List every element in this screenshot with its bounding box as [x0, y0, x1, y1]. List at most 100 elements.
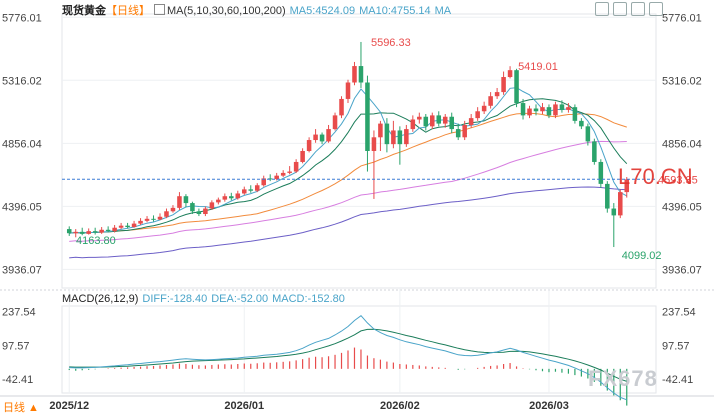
y-tick-label-right: 4856.04 [662, 138, 702, 150]
candle-body [391, 130, 396, 145]
candle-body [514, 70, 519, 104]
macd-diff-line [69, 315, 627, 401]
main-panel-frame [61, 13, 657, 289]
candle-body [436, 115, 442, 124]
high2-annotation: 5419.01 [518, 61, 558, 73]
y-tick-label-left: 4856.04 [2, 138, 42, 150]
candle-body [598, 161, 604, 184]
period-label[interactable]: 【日线】 [106, 5, 150, 17]
macd-y-tick-left: -42.41 [2, 374, 33, 386]
candle-body [566, 107, 571, 110]
candle-body [274, 175, 279, 180]
candle-body [533, 108, 539, 112]
candle-body [559, 104, 565, 110]
candle-body [611, 208, 617, 216]
y-tick-label-right: 3936.07 [662, 264, 702, 276]
y-tick-label-left: 3936.07 [2, 264, 42, 276]
candle-body [196, 211, 202, 215]
candle-body [592, 141, 597, 162]
y-tick-label-left: 4396.05 [2, 201, 42, 213]
candle-body [540, 107, 545, 112]
candle-body [79, 231, 85, 234]
x-tick-label: 2026/02 [380, 400, 420, 412]
low-annotation: 4163.80 [76, 235, 116, 247]
candle-body [300, 151, 305, 162]
candle-body [605, 183, 610, 209]
macd-dea-value: DEA:-52.00 [211, 293, 269, 305]
y-tick-label-left: 5776.01 [2, 12, 42, 24]
candle-body [404, 129, 409, 145]
candle-body [131, 223, 137, 228]
candle-body [365, 82, 370, 151]
candle-body [371, 137, 377, 151]
ma-params-label: MA(5,10,30,60,100,200) [167, 5, 286, 17]
x-tick-label: 2026/01 [224, 400, 264, 412]
candle-body [151, 218, 156, 220]
candle-body [287, 171, 292, 173]
plus-icon[interactable] [631, 2, 645, 16]
x-tick-label: 2026/03 [529, 400, 569, 412]
candle-body [229, 196, 234, 199]
candle-body [66, 229, 72, 234]
macd-y-tick-left: 97.57 [2, 340, 30, 352]
candle-body [209, 202, 215, 209]
candle-body [430, 115, 435, 127]
y-tick-label-right: 4396.05 [662, 201, 702, 213]
macd-panel-frame [61, 305, 657, 394]
candle-body [183, 196, 189, 204]
candle-body [352, 66, 357, 83]
candle-body [384, 123, 390, 145]
candle-body [105, 229, 111, 232]
candle-body [157, 216, 163, 220]
candle-body [92, 231, 98, 233]
minus-icon[interactable] [613, 2, 627, 16]
candle-body [494, 92, 500, 97]
candle-body [326, 129, 331, 142]
ma100-line [69, 186, 627, 259]
ma-toggle-checkbox[interactable] [154, 4, 165, 15]
period-selector[interactable]: 日线 ▲ [3, 402, 39, 414]
candle-body [488, 96, 493, 106]
candle-body [410, 119, 416, 130]
candle-body [481, 105, 487, 112]
candle-body [475, 111, 480, 119]
candle-body [125, 225, 130, 228]
candle-body [579, 120, 584, 127]
fullscreen-icon[interactable] [649, 2, 663, 16]
y-tick-label-left: 5316.02 [2, 75, 42, 87]
macd-header: MACD(26,12,9) DIFF:-128.40 DEA:-52.00 MACD:… [62, 293, 349, 305]
candle-body [423, 116, 429, 127]
ma30-line [69, 112, 627, 234]
candle-body [170, 207, 176, 212]
macd-diff-value: DIFF:-128.40 [142, 293, 208, 305]
candle-body [86, 231, 91, 234]
candle-body [313, 134, 318, 141]
ma10-value: MA10:4755.14 [359, 5, 431, 17]
x-tick-label: 2025/12 [49, 400, 89, 412]
candle-body [417, 116, 422, 120]
candle-body [235, 193, 241, 199]
macd-y-tick-left: 237.54 [2, 306, 36, 318]
settings-icon[interactable] [595, 2, 609, 16]
y-tick-label-right: 5316.02 [662, 75, 702, 87]
candle-body [546, 107, 552, 116]
candle-body [164, 211, 169, 217]
candle-body [203, 208, 208, 215]
candle-body [553, 104, 558, 116]
ma5-value: MA5:4524.09 [289, 5, 356, 17]
candle-body [618, 192, 623, 216]
ma-more-label: MA [434, 5, 452, 17]
ma10-line [69, 98, 628, 234]
candle-body [378, 123, 383, 138]
candle-body [455, 129, 461, 138]
candle-body [293, 161, 299, 172]
candle-body [216, 199, 221, 203]
candle-body [585, 126, 591, 142]
y-tick-label-right: 5776.01 [662, 12, 702, 24]
chart-header: 现货黄金【日线】 MA(5,10,30,60,100,200) MA5:4524.0… [62, 2, 455, 18]
candle-body [507, 70, 513, 78]
candle-body [144, 218, 150, 221]
candle-body [527, 108, 532, 116]
watermark-overlay: L70.CN [618, 164, 693, 189]
current-price-label: 4593.35 [658, 174, 698, 186]
